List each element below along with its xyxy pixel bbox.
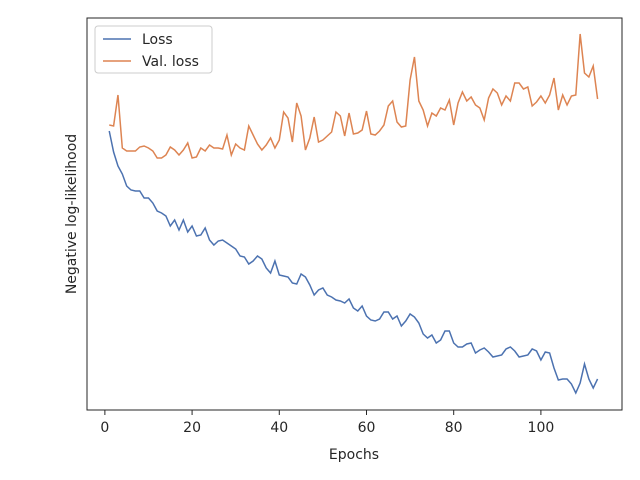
x-axis-label: Epochs: [329, 447, 379, 463]
x-tick-label: 20: [183, 420, 201, 436]
line-series: [108, 130, 599, 395]
x-tick-label: 0: [100, 420, 109, 436]
axes-frame: [86, 17, 623, 411]
x-tick-label: 40: [270, 420, 288, 436]
x-tick-label: 60: [358, 420, 376, 436]
legend-label: Val. loss: [142, 54, 199, 70]
x-tick-label: 100: [528, 420, 555, 436]
line-series: [109, 33, 599, 159]
x-tick-label: 80: [445, 420, 463, 436]
legend-label: Loss: [142, 32, 173, 48]
y-axis-label: Negative log-likelihood: [64, 134, 80, 294]
